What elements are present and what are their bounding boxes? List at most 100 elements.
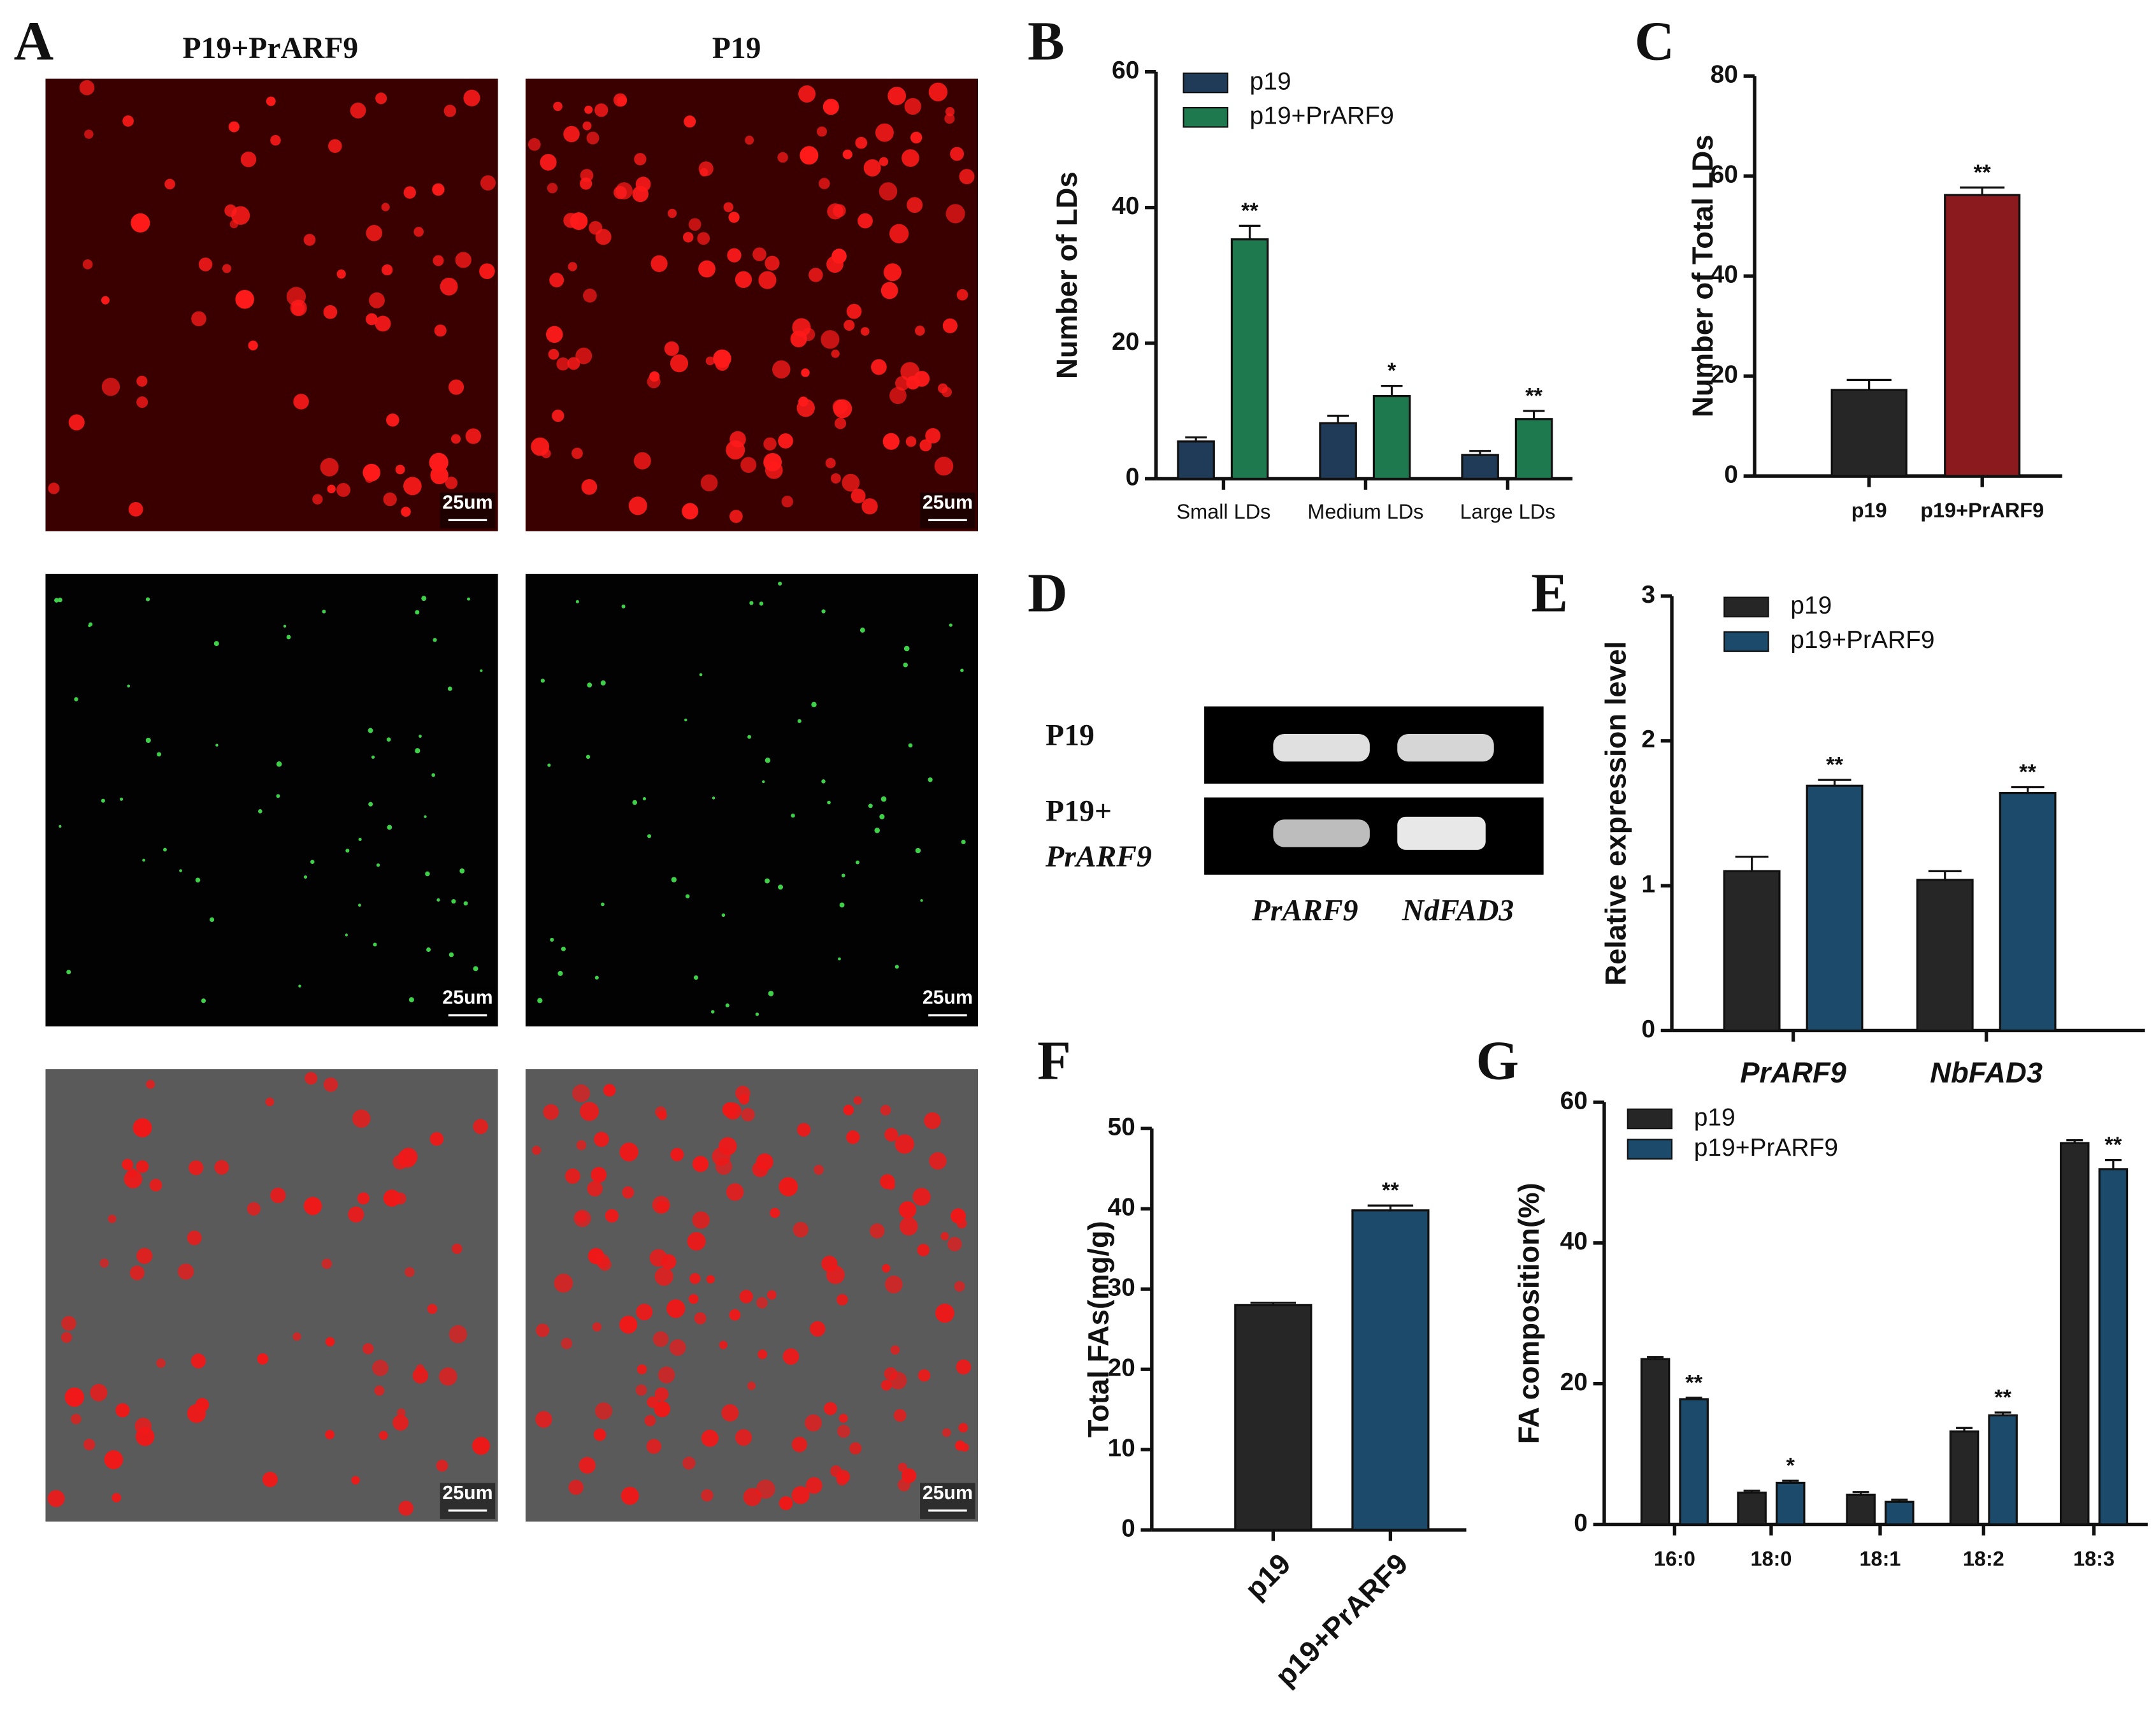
cell bbox=[576, 1140, 587, 1151]
legend-label: p19 bbox=[1250, 68, 1291, 95]
speck bbox=[765, 758, 771, 763]
cell bbox=[303, 234, 316, 246]
cell bbox=[115, 1403, 130, 1418]
cell bbox=[724, 1102, 742, 1120]
speck bbox=[459, 868, 465, 874]
cell bbox=[658, 1366, 675, 1384]
cell bbox=[821, 1255, 838, 1272]
cell bbox=[912, 1188, 931, 1206]
cell bbox=[650, 255, 668, 273]
speck bbox=[415, 748, 420, 754]
speck bbox=[856, 860, 860, 865]
cell bbox=[861, 327, 870, 336]
speck bbox=[586, 754, 591, 759]
cell bbox=[593, 1428, 607, 1441]
cell bbox=[547, 182, 558, 194]
speck bbox=[632, 800, 638, 805]
cell bbox=[443, 104, 456, 117]
cell bbox=[959, 169, 975, 185]
cell bbox=[816, 126, 827, 137]
cell bbox=[924, 1112, 941, 1130]
cell bbox=[472, 1437, 491, 1455]
cell bbox=[325, 1337, 335, 1347]
cell bbox=[265, 1097, 275, 1107]
cell bbox=[398, 1500, 414, 1516]
bar bbox=[1830, 389, 1908, 477]
cell bbox=[895, 1134, 914, 1154]
speck bbox=[424, 815, 427, 818]
cell bbox=[914, 371, 930, 387]
bar bbox=[1775, 1481, 1806, 1526]
gel-band bbox=[1273, 733, 1370, 762]
x-tick-label: NbFAD3 bbox=[1930, 1056, 2043, 1089]
cell bbox=[735, 1429, 752, 1446]
speck bbox=[759, 601, 764, 606]
y-tick-label: 20 bbox=[1107, 1355, 1135, 1382]
significance: ** bbox=[1525, 384, 1542, 408]
significance: * bbox=[1388, 359, 1397, 383]
cell bbox=[582, 121, 592, 131]
cell bbox=[649, 1249, 668, 1267]
cell bbox=[870, 1223, 885, 1239]
cell bbox=[800, 146, 819, 165]
micrograph bbox=[45, 573, 498, 1026]
cell bbox=[136, 396, 148, 408]
cell bbox=[266, 96, 276, 106]
y-tick-label: 0 bbox=[1126, 464, 1140, 491]
cell bbox=[305, 1072, 318, 1085]
speck bbox=[594, 975, 599, 980]
cell bbox=[262, 1472, 278, 1488]
cell bbox=[68, 414, 85, 431]
cell bbox=[336, 483, 350, 497]
cell bbox=[473, 1119, 489, 1134]
speck bbox=[838, 957, 841, 961]
cell bbox=[889, 1371, 907, 1390]
y-tick-label: 60 bbox=[1711, 161, 1738, 189]
speck bbox=[210, 917, 215, 923]
cell bbox=[222, 264, 231, 273]
y-tick-label: 30 bbox=[1107, 1274, 1135, 1301]
cell bbox=[875, 123, 894, 142]
speck bbox=[960, 668, 964, 672]
cell bbox=[146, 1079, 155, 1089]
speck bbox=[537, 998, 543, 1003]
speck bbox=[163, 847, 167, 852]
cell bbox=[563, 213, 579, 228]
cell bbox=[632, 185, 649, 203]
cell bbox=[863, 159, 881, 177]
x-tick-label: p19 bbox=[1851, 499, 1887, 522]
speck bbox=[480, 669, 483, 672]
cell bbox=[572, 1084, 591, 1103]
speck bbox=[258, 809, 262, 814]
bar bbox=[1640, 1358, 1671, 1526]
cell bbox=[286, 287, 306, 306]
speck bbox=[195, 877, 201, 883]
speck bbox=[755, 1012, 759, 1016]
cell bbox=[156, 1358, 166, 1368]
speck bbox=[547, 763, 551, 767]
cell bbox=[47, 1490, 65, 1507]
cell bbox=[479, 263, 495, 280]
cell bbox=[791, 1437, 807, 1453]
cell bbox=[837, 1425, 851, 1438]
speck bbox=[903, 645, 910, 652]
cell bbox=[745, 135, 754, 145]
cell bbox=[726, 1183, 744, 1201]
cell bbox=[549, 273, 564, 288]
cell bbox=[312, 494, 323, 505]
speck bbox=[903, 662, 908, 668]
cell bbox=[883, 263, 902, 282]
speck bbox=[684, 718, 687, 722]
speck bbox=[601, 902, 605, 907]
cell bbox=[531, 437, 550, 456]
cell bbox=[164, 178, 175, 190]
cell bbox=[79, 80, 95, 96]
cell bbox=[654, 1267, 673, 1286]
cell bbox=[595, 1253, 610, 1268]
cell bbox=[713, 349, 731, 368]
cell bbox=[958, 1423, 968, 1433]
cell bbox=[929, 1152, 947, 1170]
cell bbox=[670, 1147, 684, 1162]
significance: ** bbox=[1826, 753, 1843, 777]
cell bbox=[701, 1429, 719, 1447]
